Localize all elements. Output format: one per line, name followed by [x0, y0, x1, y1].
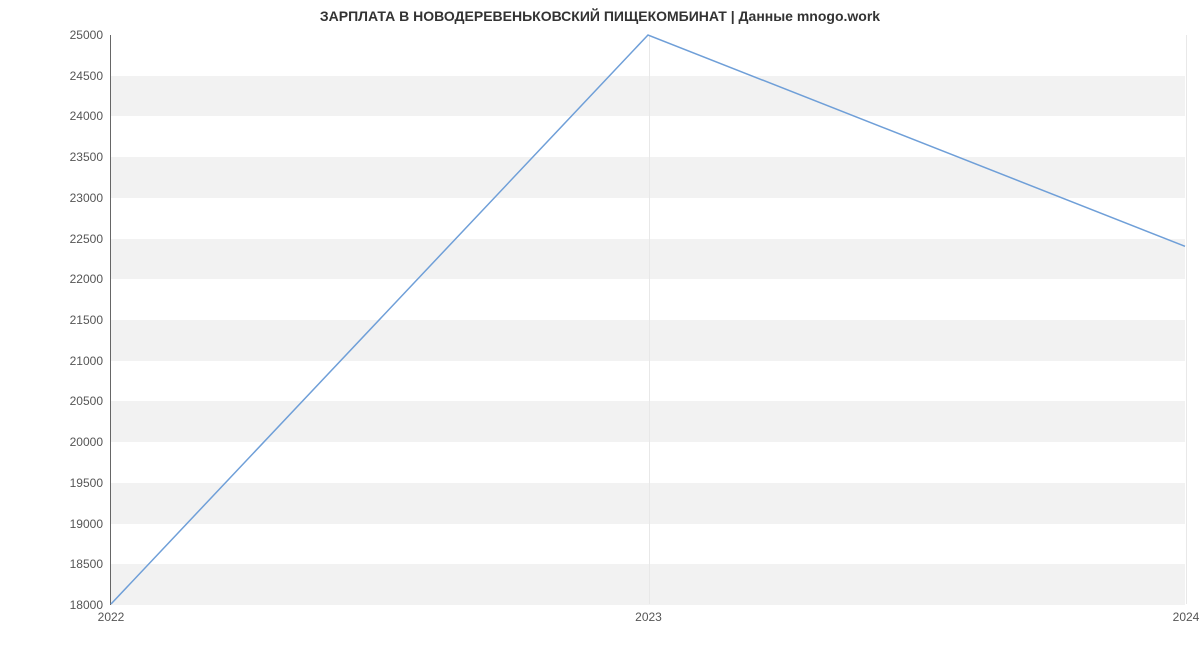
y-axis-tick-label: 21500 [70, 313, 103, 327]
line-series [111, 35, 1185, 604]
x-axis-tick-label: 2024 [1173, 610, 1200, 624]
y-axis-tick-label: 24500 [70, 69, 103, 83]
y-axis-tick-label: 22500 [70, 232, 103, 246]
x-axis-tick-label: 2022 [98, 610, 125, 624]
y-axis-tick-label: 20000 [70, 435, 103, 449]
y-axis-tick-label: 20500 [70, 394, 103, 408]
y-axis-tick-label: 23500 [70, 150, 103, 164]
x-grid-line [1186, 35, 1187, 604]
chart-plot-area: 1800018500190001950020000205002100021500… [110, 35, 1185, 605]
y-axis-tick-label: 23000 [70, 191, 103, 205]
y-axis-tick-label: 19500 [70, 476, 103, 490]
chart-title: ЗАРПЛАТА В НОВОДЕРЕВЕНЬКОВСКИЙ ПИЩЕКОМБИ… [0, 0, 1200, 24]
y-axis-tick-label: 24000 [70, 109, 103, 123]
y-axis-tick-label: 25000 [70, 28, 103, 42]
y-axis-tick-label: 19000 [70, 517, 103, 531]
x-axis-tick-label: 2023 [635, 610, 662, 624]
y-axis-tick-label: 22000 [70, 272, 103, 286]
y-axis-tick-label: 21000 [70, 354, 103, 368]
y-axis-tick-label: 18500 [70, 557, 103, 571]
